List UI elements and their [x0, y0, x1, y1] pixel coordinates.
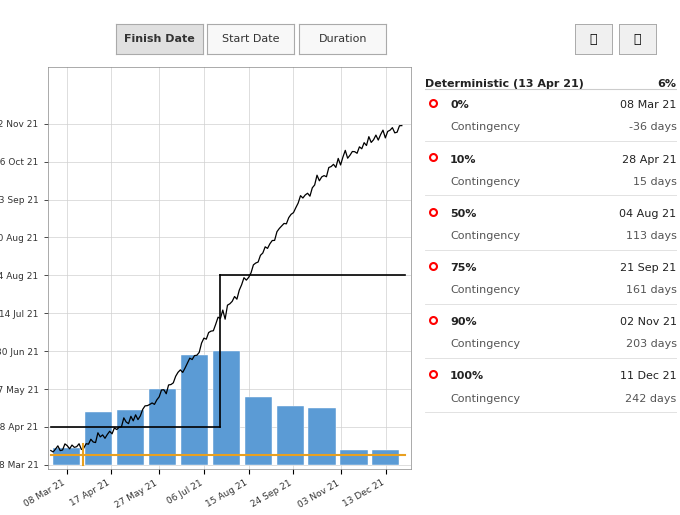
Text: 161 days: 161 days — [626, 285, 677, 295]
Text: Deterministic (13 Apr 21): Deterministic (13 Apr 21) — [425, 79, 584, 89]
Bar — [53, 448, 80, 465]
Bar — [213, 351, 240, 465]
Bar — [309, 408, 336, 465]
Text: 203 days: 203 days — [626, 339, 677, 349]
Text: 90%: 90% — [450, 317, 477, 327]
Text: Contingency: Contingency — [450, 339, 520, 349]
Bar — [341, 450, 367, 465]
Text: Finish Date: Finish Date — [124, 34, 194, 44]
Text: 50%: 50% — [450, 209, 477, 219]
Text: 242 days: 242 days — [626, 393, 677, 404]
Text: Start Date: Start Date — [222, 34, 279, 44]
Text: Contingency: Contingency — [450, 393, 520, 404]
Text: 15 days: 15 days — [632, 177, 677, 186]
Bar — [245, 397, 272, 465]
Text: Contingency: Contingency — [450, 123, 520, 132]
Text: 28 Apr 21: 28 Apr 21 — [622, 154, 677, 164]
Bar — [181, 355, 208, 465]
Bar — [85, 412, 112, 465]
Text: 75%: 75% — [450, 263, 477, 273]
Text: Contingency: Contingency — [450, 231, 520, 241]
Text: 6%: 6% — [658, 79, 677, 89]
Text: -36 days: -36 days — [629, 123, 677, 132]
Text: 📄: 📄 — [590, 32, 597, 46]
Text: 11 Dec 21: 11 Dec 21 — [620, 371, 677, 382]
Text: 02 Nov 21: 02 Nov 21 — [619, 317, 677, 327]
Text: 10%: 10% — [450, 154, 477, 164]
Text: 21 Sep 21: 21 Sep 21 — [620, 263, 677, 273]
Text: Contingency: Contingency — [450, 285, 520, 295]
Text: Contingency: Contingency — [450, 177, 520, 186]
Text: 04 Aug 21: 04 Aug 21 — [619, 209, 677, 219]
Bar — [277, 406, 304, 465]
Text: 100%: 100% — [450, 371, 484, 382]
Text: 113 days: 113 days — [626, 231, 677, 241]
Bar — [149, 389, 176, 465]
Text: 📊: 📊 — [634, 32, 641, 46]
Text: 08 Mar 21: 08 Mar 21 — [620, 100, 677, 110]
Bar — [117, 410, 144, 465]
Text: 0%: 0% — [450, 100, 469, 110]
Text: Duration: Duration — [318, 34, 367, 44]
Bar — [373, 450, 399, 465]
